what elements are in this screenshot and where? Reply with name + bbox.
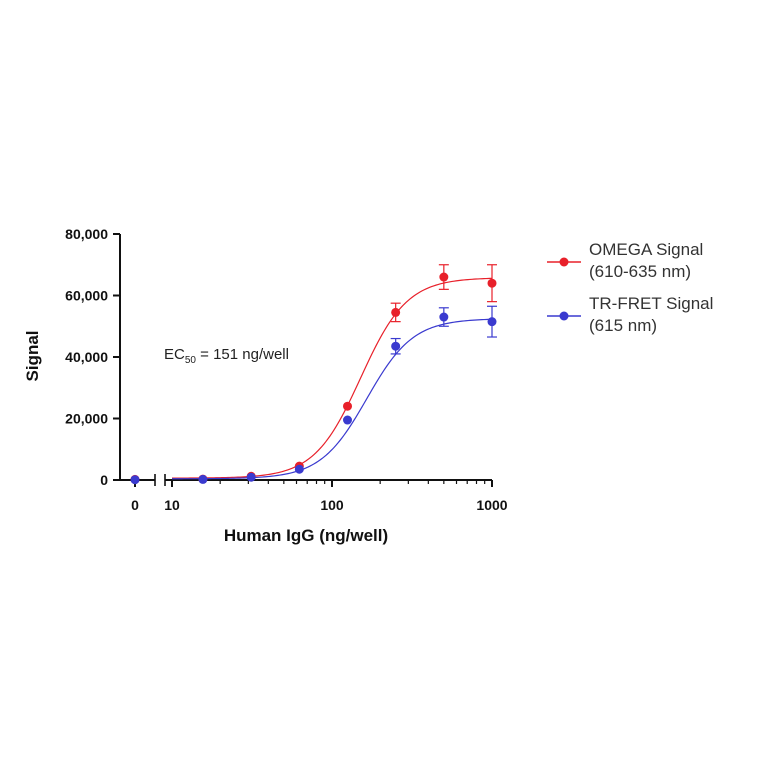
data-point bbox=[246, 472, 256, 482]
legend-item-trfret: TR-FRET Signal (615 nm) bbox=[547, 294, 713, 335]
data-point bbox=[198, 474, 208, 484]
legend-item-omega: OMEGA Signal (610-635 nm) bbox=[547, 240, 703, 281]
data-point bbox=[391, 307, 401, 317]
legend-marker-omega bbox=[559, 257, 569, 267]
data-point bbox=[439, 272, 449, 282]
ec50-suffix: = 151 ng/well bbox=[196, 346, 289, 363]
data-points bbox=[130, 264, 497, 485]
legend-label-trfret-line2: (615 nm) bbox=[589, 316, 657, 335]
x-tick-label: 1000 bbox=[476, 497, 507, 513]
x-tick-label: 10 bbox=[164, 497, 180, 513]
ec50-prefix: EC bbox=[164, 346, 185, 363]
x-tick-label: 100 bbox=[320, 497, 344, 513]
y-tick-label: 0 bbox=[100, 472, 108, 488]
fit-curve bbox=[172, 318, 493, 480]
y-tick-label: 80,000 bbox=[65, 226, 108, 242]
legend-marker-trfret bbox=[559, 311, 569, 321]
legend-label-omega: OMEGA Signal bbox=[589, 240, 703, 259]
y-axis-title: Signal bbox=[23, 330, 42, 381]
data-point bbox=[487, 278, 497, 288]
data-point bbox=[487, 317, 497, 327]
data-point bbox=[439, 312, 449, 322]
data-point bbox=[130, 475, 140, 485]
y-tick-label: 20,000 bbox=[65, 411, 108, 427]
x-axis-title: Human IgG (ng/well) bbox=[224, 526, 388, 545]
data-point bbox=[343, 415, 353, 425]
ec50-subscript: 50 bbox=[185, 355, 197, 366]
axes bbox=[113, 233, 493, 487]
fit-curve bbox=[171, 277, 493, 479]
legend-label-trfret: TR-FRET Signal bbox=[589, 294, 713, 313]
y-tick-label: 60,000 bbox=[65, 288, 108, 304]
y-tick-label: 40,000 bbox=[65, 349, 108, 365]
data-point bbox=[391, 341, 401, 351]
data-point bbox=[294, 464, 304, 474]
data-point bbox=[343, 401, 353, 411]
ec50-annotation: EC50 = 151 ng/well bbox=[164, 346, 289, 366]
fit-curves bbox=[171, 277, 493, 480]
tick-labels: 0 20,000 40,000 60,000 80,000 0 10 100 1000 bbox=[65, 226, 508, 513]
legend: OMEGA Signal (610-635 nm) TR-FRET Signal… bbox=[547, 240, 713, 335]
legend-label-omega-line2: (610-635 nm) bbox=[589, 262, 691, 281]
x-tick-label: 0 bbox=[131, 497, 139, 513]
